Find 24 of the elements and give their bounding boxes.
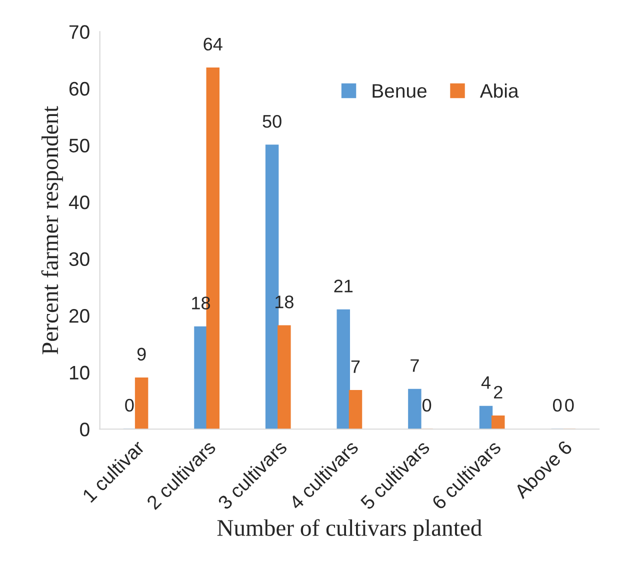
data-label: 21 bbox=[334, 280, 353, 292]
y-tick-label: 10 bbox=[70, 366, 90, 380]
data-label: 50 bbox=[262, 114, 282, 128]
legend-label: Benue bbox=[372, 84, 427, 98]
data-label: 2 bbox=[494, 386, 502, 398]
data-label: 0 bbox=[125, 398, 134, 412]
data-label: 7 bbox=[410, 359, 419, 372]
data-label: 4 bbox=[481, 376, 490, 389]
y-tick-label: 30 bbox=[69, 252, 90, 266]
x-axis-title: Number of cultivars planted bbox=[217, 519, 482, 541]
data-label: 0 bbox=[565, 398, 574, 412]
data-label: 0 bbox=[553, 398, 562, 412]
data-label: 64 bbox=[204, 38, 222, 51]
y-tick-label: 20 bbox=[69, 309, 90, 323]
data-label: 7 bbox=[351, 360, 360, 373]
y-tick-label: 70 bbox=[69, 25, 90, 39]
y-tick-label: 40 bbox=[68, 195, 90, 210]
y-tick-label: 0 bbox=[80, 422, 90, 436]
y-axis-title: Percent farmer respondent bbox=[41, 106, 63, 354]
y-tick-label: 50 bbox=[69, 138, 90, 152]
data-label: 0 bbox=[422, 398, 432, 412]
data-label: 9 bbox=[137, 348, 146, 361]
y-tick-label: 60 bbox=[69, 82, 90, 96]
legend-label: Abia bbox=[480, 83, 519, 98]
